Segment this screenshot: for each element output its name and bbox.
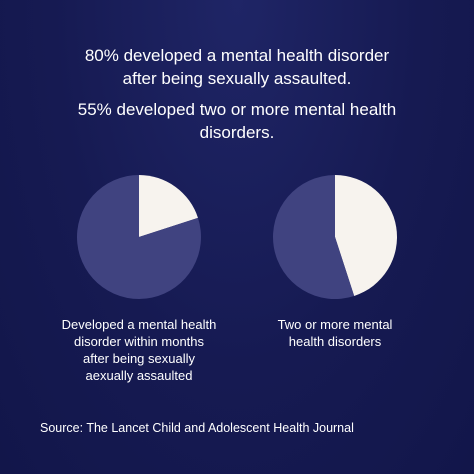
caption-line: health disorders (288, 334, 382, 349)
headline-secondary-line-2: disorders. (199, 123, 275, 142)
pie-caption-right: Two or more mental health disorders (250, 316, 420, 350)
headline-secondary-line-1: 55% developed two or more mental health (77, 100, 397, 119)
pie-slice-remainder (139, 175, 198, 237)
pie-caption-left: Developed a mental health disorder withi… (44, 316, 234, 384)
caption-line: disorder within months (73, 334, 205, 349)
caption-line: Developed a mental health (61, 317, 217, 332)
headline-primary-line-2: after being sexually assaulted. (122, 69, 352, 88)
headline-secondary: 55% developed two or more mental health … (0, 98, 474, 144)
source-note: Source: The Lancet Child and Adolescent … (40, 421, 354, 435)
pie-slice-value (77, 175, 201, 299)
headline-primary: 80% developed a mental health disorder a… (0, 44, 474, 90)
pie-slice-value (272, 175, 355, 299)
caption-line: aexually assaulted (85, 368, 193, 383)
pie-chart-two-or-more-disorders (272, 175, 397, 299)
caption-line: after being sexually (82, 351, 195, 366)
pie-slice-remainder (335, 175, 397, 296)
caption-line: Two or more mental (277, 317, 393, 332)
pie-chart-mental-health-disorder (77, 175, 201, 299)
headline-primary-line-1: 80% developed a mental health disorder (84, 46, 390, 65)
